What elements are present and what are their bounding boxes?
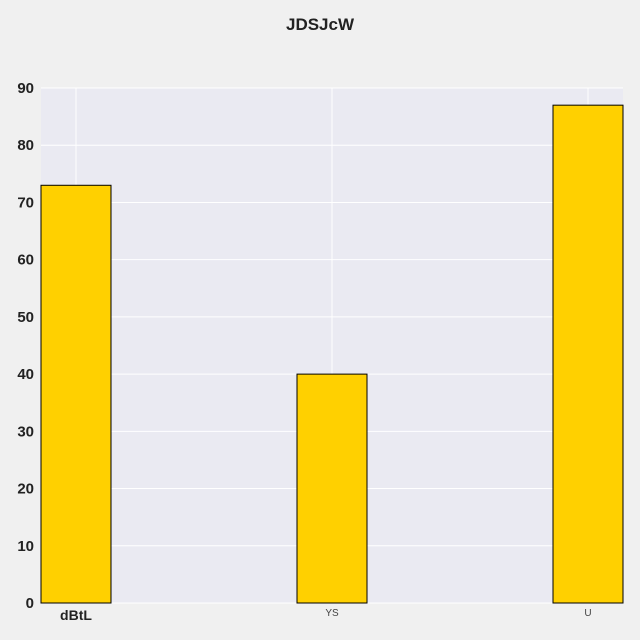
y-tick-label: 0 <box>26 595 34 612</box>
y-tick-label: 30 <box>17 423 34 440</box>
bars <box>40 104 624 604</box>
y-tick-label: 70 <box>17 194 34 211</box>
y-axis-ticks: 0 10 20 30 40 50 60 70 80 90 <box>17 80 34 612</box>
x-tick-label: YS <box>325 608 339 619</box>
y-tick-label: 40 <box>17 366 34 383</box>
y-tick-label: 80 <box>17 137 34 154</box>
x-tick-label: U <box>584 608 591 619</box>
y-tick-label: 50 <box>17 309 34 326</box>
bar-U <box>552 104 624 604</box>
x-tick-label: dBtL <box>60 607 92 623</box>
bar-YS <box>296 373 368 604</box>
chart-title: JDSJcW <box>285 15 355 34</box>
x-axis-ticks: dBtL YS U <box>60 607 592 623</box>
y-tick-label: 10 <box>17 538 34 555</box>
bar-dBtL <box>40 184 112 604</box>
y-tick-label: 90 <box>17 80 34 97</box>
y-tick-label: 60 <box>17 252 34 269</box>
y-tick-label: 20 <box>17 481 34 498</box>
